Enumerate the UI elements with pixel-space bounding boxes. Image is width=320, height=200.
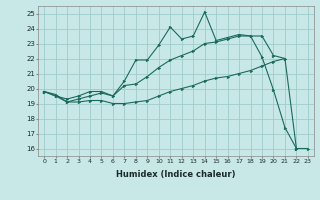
X-axis label: Humidex (Indice chaleur): Humidex (Indice chaleur) <box>116 170 236 179</box>
